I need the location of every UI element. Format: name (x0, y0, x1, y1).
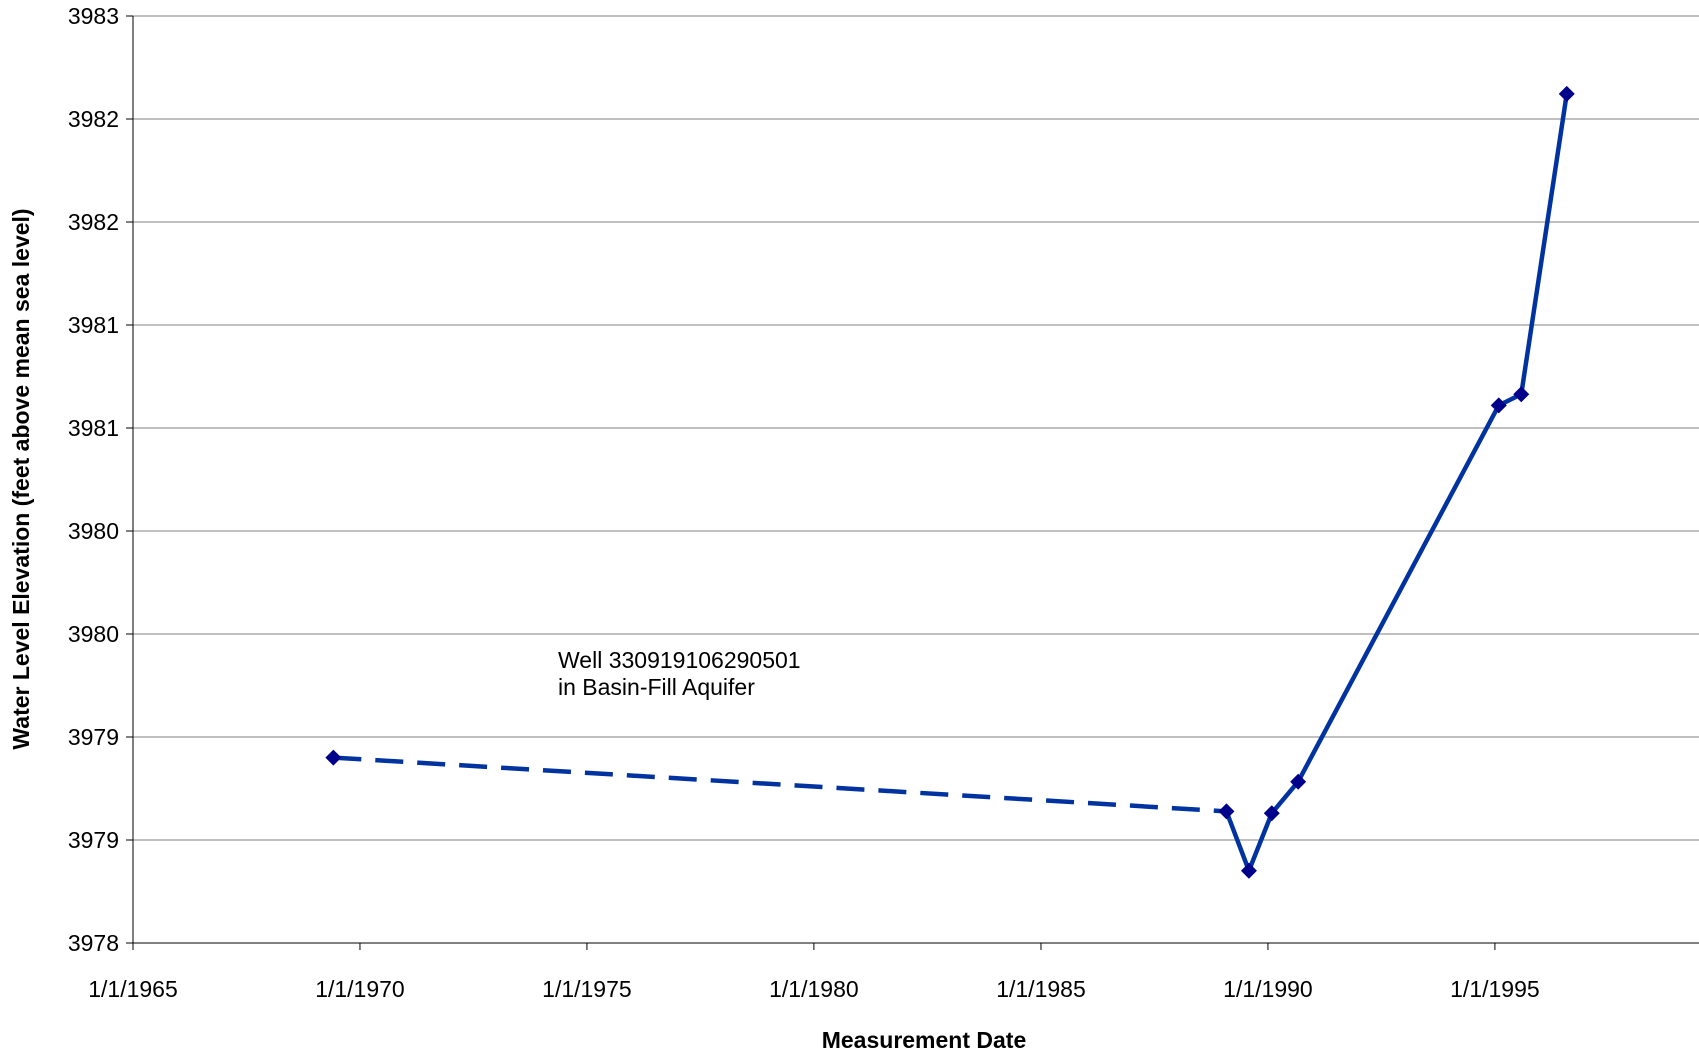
x-tick-label: 1/1/1980 (769, 976, 859, 1002)
data-markers (325, 85, 1575, 879)
y-tick-label: 3978 (68, 930, 119, 956)
data-point-marker (1290, 773, 1307, 790)
x-tick-label: 1/1/1970 (315, 976, 405, 1002)
x-tick-label: 1/1/1995 (1450, 976, 1540, 1002)
annotation-line-1: Well 330919106290501 (558, 647, 801, 673)
y-tick-label: 3981 (68, 312, 119, 338)
data-point-marker (1513, 386, 1530, 403)
y-tick-label: 3980 (68, 518, 119, 544)
series-line-segment (333, 755, 1227, 814)
y-tick-label: 3979 (68, 724, 119, 750)
gridlines (133, 15, 1699, 841)
x-tick-label: 1/1/1985 (996, 976, 1086, 1002)
y-axis-title: Water Level Elevation (feet above mean s… (8, 208, 34, 749)
data-point-marker (1240, 862, 1257, 879)
data-point-marker (1218, 803, 1235, 820)
series-line-segment (1295, 403, 1502, 784)
y-tick-label: 3982 (68, 106, 119, 132)
x-tick-label: 1/1/1975 (542, 976, 632, 1002)
data-point-marker (325, 749, 342, 766)
data-series (333, 91, 1569, 873)
y-tick-label: 3979 (68, 827, 119, 853)
x-tick-label: 1/1/1990 (1223, 976, 1313, 1002)
y-tick-label: 3982 (68, 209, 119, 235)
axes (126, 15, 1699, 950)
data-point-marker (1263, 805, 1280, 822)
tick-labels: 3978 3979 3979 3980 3980 3981 3981 3982 3982 3983… (68, 3, 1540, 1002)
series-line-segment (1269, 779, 1301, 816)
y-tick-label: 3983 (68, 3, 119, 29)
series-line-segment (1224, 809, 1252, 873)
data-point-marker (1558, 85, 1575, 102)
series-line-segment (1246, 810, 1275, 873)
x-tick-label: 1/1/1965 (88, 976, 178, 1002)
data-point-marker (1490, 397, 1507, 414)
y-tick-label: 3980 (68, 621, 119, 647)
series-line-segment (1519, 91, 1569, 397)
y-tick-label: 3981 (68, 415, 119, 441)
x-axis-title: Measurement Date (822, 1027, 1027, 1053)
annotation-line-2: in Basin-Fill Aquifer (558, 674, 755, 700)
